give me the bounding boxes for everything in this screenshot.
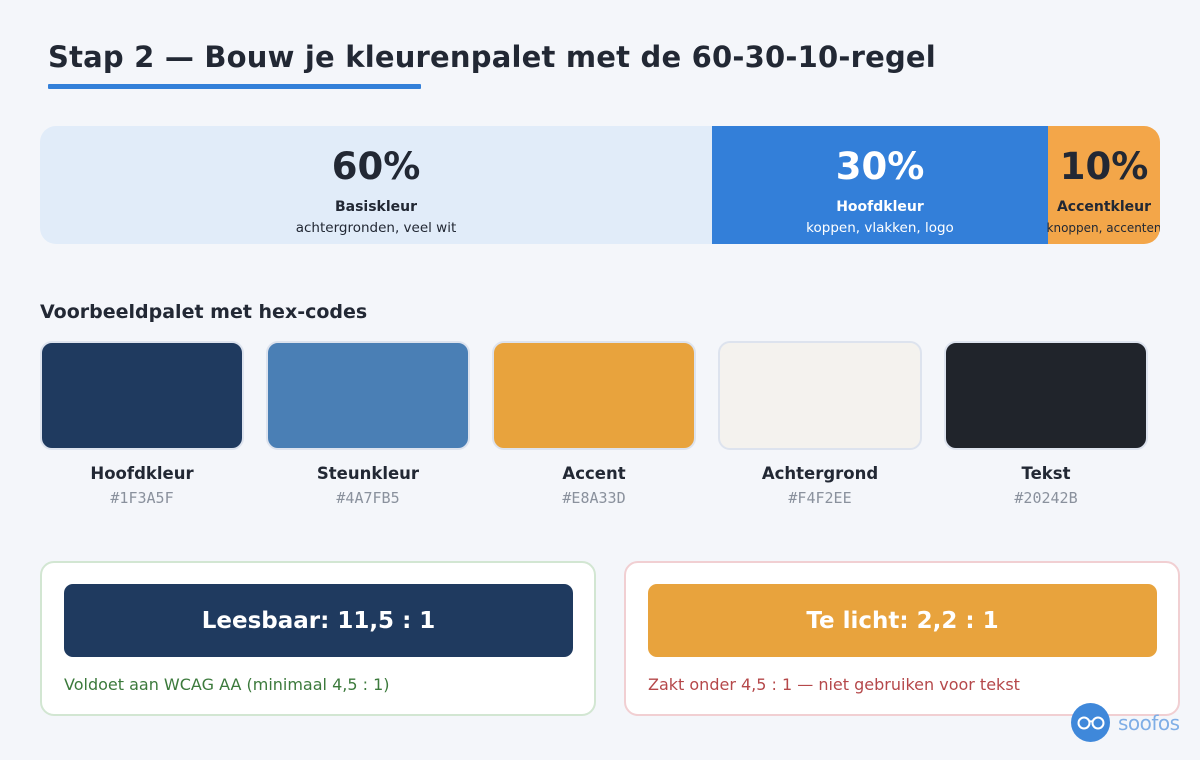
color-swatch bbox=[266, 341, 470, 450]
swatch-hex: #4A7FB5 bbox=[336, 489, 400, 507]
swatch-card: Steunkleur #4A7FB5 bbox=[266, 341, 470, 508]
ratio-name: Basiskleur bbox=[334, 199, 418, 215]
contrast-good-note: Voldoet aan WCAG AA (minimaal 4,5 : 1) bbox=[64, 675, 390, 694]
swatch-hex: #1F3A5F bbox=[110, 489, 174, 507]
ratio-segment-accent: 10% Accentkleur knoppen, accenten bbox=[1046, 126, 1160, 244]
swatch-name: Achtergrond bbox=[761, 464, 879, 483]
contrast-good-banner: Leesbaar: 11,5 : 1 bbox=[64, 584, 573, 657]
color-swatch bbox=[40, 341, 244, 450]
contrast-good-card: Leesbaar: 11,5 : 1 Voldoet aan WCAG AA (… bbox=[40, 561, 596, 716]
swatch-hex: #E8A33D bbox=[562, 489, 626, 507]
logo-text: soofos bbox=[1118, 710, 1180, 735]
ratio-segment-main: 30% Hoofdkleur koppen, vlakken, logo bbox=[712, 126, 1048, 244]
color-swatch bbox=[944, 341, 1148, 450]
contrast-bad-banner: Te licht: 2,2 : 1 bbox=[648, 584, 1157, 657]
swatch-card: Accent #E8A33D bbox=[492, 341, 696, 508]
swatch-name: Tekst bbox=[1021, 464, 1071, 483]
swatch-hex: #20242B bbox=[1014, 489, 1078, 507]
swatch-card: Tekst #20242B bbox=[944, 341, 1148, 508]
ratio-name: Hoofdkleur bbox=[836, 199, 924, 215]
brand-logo: soofos bbox=[1071, 703, 1180, 742]
ratio-description: knoppen, accenten bbox=[1046, 221, 1160, 235]
ratio-description: achtergronden, veel wit bbox=[295, 220, 457, 236]
swatch-name: Accent bbox=[562, 464, 626, 483]
color-swatch bbox=[718, 341, 922, 450]
ratio-name: Accentkleur bbox=[1056, 199, 1152, 215]
swatch-card: Hoofdkleur #1F3A5F bbox=[40, 341, 244, 508]
glasses-icon bbox=[1071, 703, 1110, 742]
color-swatch bbox=[492, 341, 696, 450]
ratio-segment-base: 60% Basiskleur achtergronden, veel wit bbox=[40, 126, 712, 244]
page-title: Stap 2 — Bouw je kleurenpalet met de 60-… bbox=[48, 40, 936, 74]
contrast-bad-note: Zakt onder 4,5 : 1 — niet gebruiken voor… bbox=[648, 675, 1020, 694]
palette-title: Voorbeeldpalet met hex-codes bbox=[40, 301, 368, 323]
ratio-percent: 30% bbox=[835, 145, 925, 188]
swatch-name: Steunkleur bbox=[316, 464, 420, 483]
ratio-percent: 60% bbox=[331, 145, 421, 188]
title-underline bbox=[48, 84, 421, 89]
ratio-percent: 10% bbox=[1059, 145, 1149, 188]
ratio-bar: 60% Basiskleur achtergronden, veel wit 3… bbox=[40, 126, 1160, 244]
swatch-hex: #F4F2EE bbox=[788, 489, 852, 507]
swatch-name: Hoofdkleur bbox=[90, 464, 194, 483]
contrast-bad-card: Te licht: 2,2 : 1 Zakt onder 4,5 : 1 — n… bbox=[624, 561, 1180, 716]
ratio-description: koppen, vlakken, logo bbox=[806, 220, 954, 236]
swatch-card: Achtergrond #F4F2EE bbox=[718, 341, 922, 508]
